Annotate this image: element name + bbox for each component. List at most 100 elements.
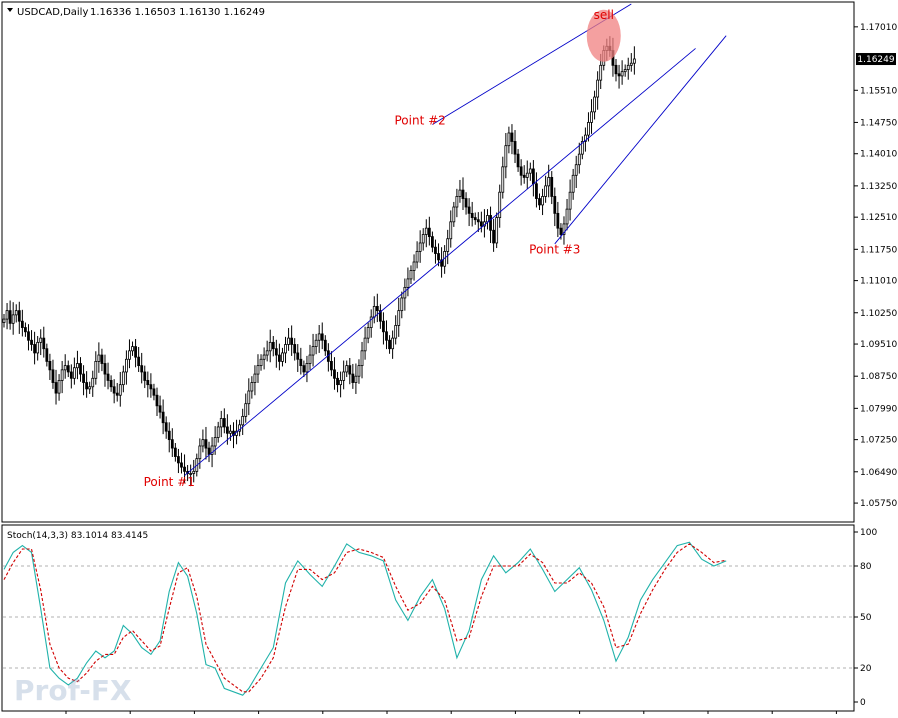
channel-line[interactable] (184, 48, 696, 476)
candle (20, 309, 24, 337)
price-tick-label: 1.10250 (860, 309, 897, 319)
dropdown-triangle-icon[interactable] (7, 8, 13, 12)
annotation-label: Point #3 (529, 243, 580, 257)
stochastic-lines (3, 541, 727, 696)
candle (550, 171, 554, 205)
candle (271, 336, 275, 357)
candle (375, 293, 379, 323)
candle (473, 212, 477, 225)
candle (8, 300, 12, 330)
candle (63, 354, 67, 379)
candle (492, 218, 496, 252)
price-tick-label: 1.14010 (860, 150, 897, 160)
candle (262, 347, 266, 370)
candle (553, 187, 557, 227)
candle (94, 351, 98, 385)
candle (247, 378, 251, 416)
candle (418, 230, 422, 263)
candle (149, 373, 153, 398)
candle (323, 335, 327, 356)
candle (121, 365, 125, 393)
candle (501, 156, 505, 199)
candle (60, 360, 64, 394)
candle (244, 393, 248, 423)
candle (173, 443, 177, 462)
candle (293, 338, 297, 361)
candle (348, 358, 352, 385)
candle (164, 416, 168, 439)
price-tick-label: 1.07250 (860, 436, 897, 446)
candle (281, 347, 284, 367)
price-tick-label: 1.17010 (860, 23, 897, 33)
candle (183, 454, 186, 483)
candle (617, 64, 621, 89)
candle (115, 382, 119, 402)
candle (544, 175, 548, 203)
candle (30, 330, 33, 351)
candle (626, 57, 630, 80)
candle (161, 399, 165, 435)
candle (342, 360, 346, 390)
candle (54, 369, 58, 405)
stochastic-tick-label: 20 (860, 664, 872, 674)
stochastic-panel[interactable]: Stoch(14,3,3) 83.1014 83.4145 100 80 50 20 0… (1, 524, 877, 714)
stochastic-series-line (3, 543, 727, 693)
price-axis: 1.17010 1.15510 1.14750 1.14010 1.13250 1.125… (854, 23, 897, 509)
candle (314, 333, 318, 355)
candle (305, 355, 309, 383)
candle (461, 177, 465, 210)
stochastic-label: Stoch(14,3,3) 83.1014 83.4145 (7, 531, 148, 541)
candle (238, 419, 242, 437)
candle (106, 362, 110, 390)
watermark-text: Prof-FX (14, 674, 132, 707)
candle (400, 291, 404, 319)
candle (590, 99, 593, 134)
candle (391, 330, 395, 359)
candle (39, 329, 43, 356)
candle (2, 314, 6, 328)
candle (363, 326, 367, 360)
candle (118, 371, 122, 407)
candle (535, 172, 538, 208)
candle (134, 338, 137, 368)
candle (97, 342, 101, 373)
candle (152, 383, 156, 401)
candle (33, 331, 36, 365)
candle (302, 360, 306, 378)
candle (177, 448, 180, 474)
price-tick-label: 1.13250 (860, 182, 897, 192)
candle (440, 247, 443, 278)
candle (45, 343, 49, 367)
candle (158, 395, 162, 419)
candle (510, 124, 514, 155)
price-panel-frame (1, 1, 855, 523)
candle (446, 229, 450, 265)
price-panel[interactable]: USDCAD,Daily 1.16336 1.16503 1.16130 1.1… (1, 1, 897, 523)
candle (112, 379, 116, 404)
candle (366, 322, 370, 344)
candle (394, 315, 398, 345)
candle (79, 357, 82, 382)
annotation-label: Point #2 (395, 114, 446, 128)
annotation-label: Point #1 (144, 475, 195, 489)
candle (378, 304, 382, 329)
candle (259, 354, 263, 371)
candle (339, 371, 343, 398)
candlesticks (2, 36, 636, 487)
candle (336, 371, 339, 393)
candle (382, 312, 385, 345)
candle (580, 136, 584, 160)
candle (24, 322, 27, 337)
candle (620, 60, 624, 85)
candle (568, 179, 572, 221)
candle (388, 335, 391, 354)
candle (57, 374, 61, 401)
candle (479, 211, 483, 233)
channel-line[interactable] (554, 35, 727, 245)
price-tick-label: 1.05750 (860, 499, 897, 509)
sell-marker (586, 9, 621, 62)
candle (421, 228, 425, 251)
candle (629, 53, 633, 72)
candle (320, 322, 324, 350)
